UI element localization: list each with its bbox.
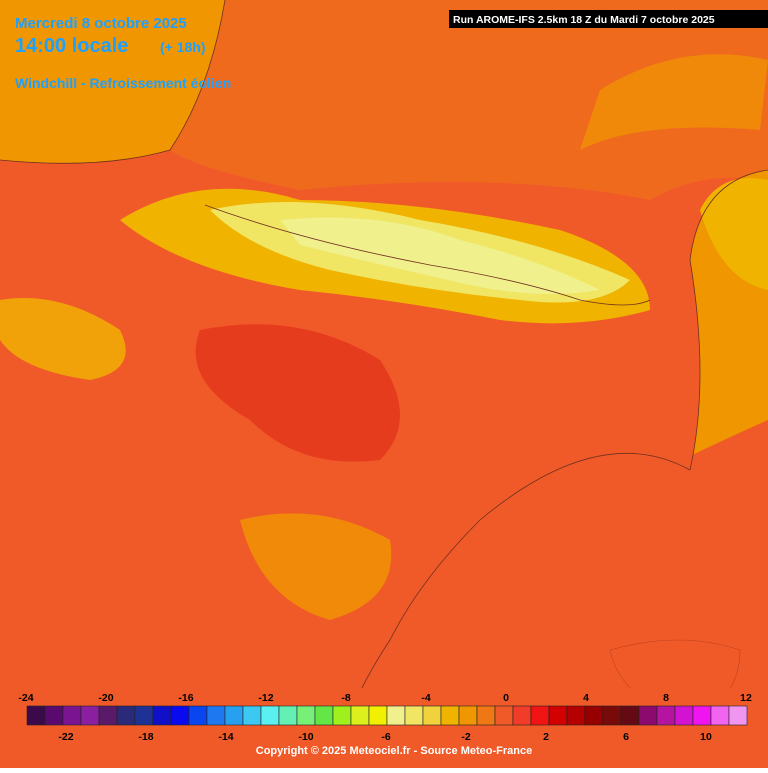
legend-swatch	[386, 705, 406, 726]
legend-label-bottom: -10	[298, 731, 313, 743]
legend-swatch	[62, 705, 82, 726]
legend-swatch	[314, 705, 334, 726]
legend-label-bottom: -6	[381, 731, 390, 743]
legend-swatch	[440, 705, 460, 726]
legend-swatch	[26, 705, 46, 726]
legend-swatch	[728, 705, 748, 726]
copyright: Copyright © 2025 Meteociel.fr - Source M…	[256, 745, 532, 757]
legend-bg	[14, 688, 754, 768]
legend-swatch	[674, 705, 694, 726]
legend-label-bottom: -18	[138, 731, 153, 743]
legend-swatch	[206, 705, 226, 726]
legend-swatch	[368, 705, 388, 726]
legend-swatch	[44, 705, 64, 726]
legend-swatch	[422, 705, 442, 726]
legend-swatch	[404, 705, 424, 726]
legend: -24-20-16-12-8-4048121620242832364044-22…	[18, 692, 752, 743]
france-region	[0, 0, 768, 200]
legend-label-top: 0	[503, 692, 509, 704]
run-info: Run AROME-IFS 2.5km 18 Z du Mardi 7 octo…	[453, 14, 715, 26]
legend-swatch	[602, 705, 622, 726]
legend-label-bottom: -14	[218, 731, 233, 743]
legend-swatch	[692, 705, 712, 726]
date: Mercredi 8 octobre 2025	[15, 15, 187, 32]
legend-swatch	[494, 705, 514, 726]
legend-swatch	[548, 705, 568, 726]
legend-swatch	[170, 705, 190, 726]
legend-swatch	[458, 705, 478, 726]
legend-swatch	[134, 705, 154, 726]
time: 14:00 locale	[15, 35, 128, 57]
legend-swatch	[260, 705, 280, 726]
ebro-valley	[195, 324, 400, 462]
legend-label-top: -20	[98, 692, 113, 704]
legend-swatch	[638, 705, 658, 726]
legend-swatch	[296, 705, 316, 726]
legend-label-top: 4	[583, 692, 589, 704]
pyrenees-high	[280, 217, 600, 294]
legend-swatch	[116, 705, 136, 726]
offset: (+ 18h)	[160, 39, 206, 55]
legend-label-top: -4	[421, 692, 430, 704]
legend-label-bottom: -2	[461, 731, 470, 743]
legend-label-top: -12	[258, 692, 273, 704]
legend-swatch	[656, 705, 676, 726]
legend-label-top: 12	[740, 692, 752, 704]
run-box	[449, 10, 768, 28]
legend-label-top: -16	[178, 692, 193, 704]
legend-label-bottom: 6	[623, 731, 629, 743]
warm-area	[580, 54, 768, 150]
inland-relief	[240, 513, 392, 620]
legend-swatch	[512, 705, 532, 726]
atlantic-sea	[0, 0, 225, 164]
legend-swatch	[620, 705, 640, 726]
legend-label-bottom: 2	[543, 731, 549, 743]
legend-swatch	[476, 705, 496, 726]
legend-label-top: -8	[341, 692, 350, 704]
legend-swatch	[332, 705, 352, 726]
legend-swatch	[350, 705, 370, 726]
legend-swatch	[530, 705, 550, 726]
legend-swatch	[566, 705, 586, 726]
sea-warm	[700, 178, 768, 290]
legend-swatch	[278, 705, 298, 726]
legend-swatch	[710, 705, 730, 726]
legend-label-top: -24	[18, 692, 33, 704]
western-relief	[0, 298, 126, 380]
legend-label-bottom: -22	[58, 731, 73, 743]
legend-label-bottom: 10	[700, 731, 712, 743]
legend-swatch	[98, 705, 118, 726]
legend-swatch	[152, 705, 172, 726]
legend-swatch	[80, 705, 100, 726]
legend-label-top: 8	[663, 692, 669, 704]
legend-swatch	[224, 705, 244, 726]
legend-swatch	[584, 705, 604, 726]
legend-swatch	[242, 705, 262, 726]
legend-swatch	[188, 705, 208, 726]
parameter: Windchill - Refroissement éolien	[15, 75, 231, 91]
